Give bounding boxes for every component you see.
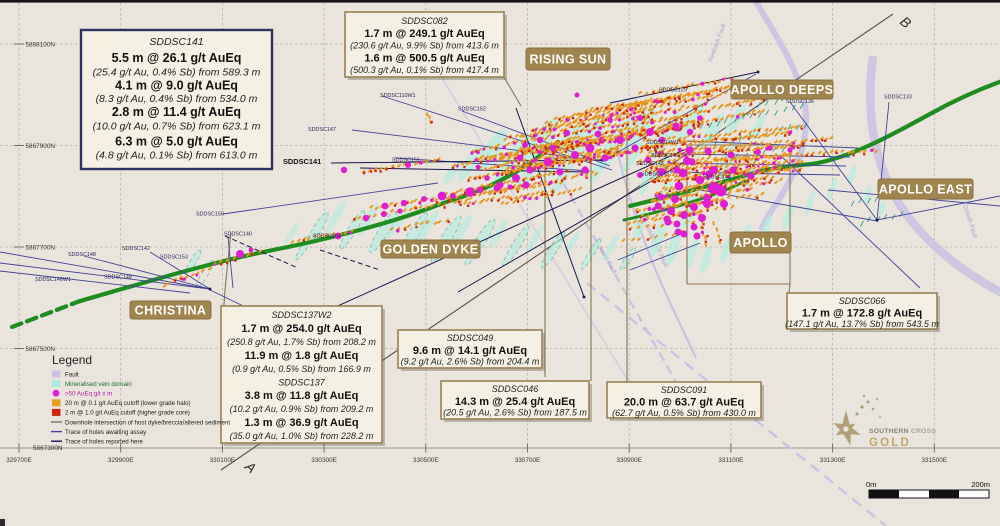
svg-text:330900E: 330900E — [616, 457, 642, 464]
svg-text:SDDSC140: SDDSC140 — [703, 175, 731, 181]
svg-text:2.8 m @ 11.4 g/t AuEq: 2.8 m @ 11.4 g/t AuEq — [112, 105, 241, 119]
svg-text:SDDSC149: SDDSC149 — [651, 153, 679, 159]
svg-text:(500.3 g/t Au, 0.1% Sb) from 4: (500.3 g/t Au, 0.1% Sb) from 417.4 m — [350, 65, 499, 75]
svg-text:331100E: 331100E — [718, 457, 743, 464]
svg-text:CHRISTINA: CHRISTINA — [135, 304, 207, 318]
svg-text:APOLLO DEEPS: APOLLO DEEPS — [731, 83, 834, 97]
svg-text:SOUTHERN CROSS: SOUTHERN CROSS — [869, 428, 936, 435]
svg-text:SDDSC150: SDDSC150 — [196, 212, 224, 218]
svg-text:SDDSC145: SDDSC145 — [636, 161, 664, 167]
svg-text:SDDSC046: SDDSC046 — [492, 384, 539, 394]
svg-text:(35.0 g/t Au, 1.0% Sb) from 22: (35.0 g/t Au, 1.0% Sb) from 228.2 m — [230, 431, 374, 441]
svg-text:5867700N: 5867700N — [26, 244, 56, 251]
svg-text:SDDSC153: SDDSC153 — [160, 255, 188, 261]
svg-text:SDDSC091: SDDSC091 — [661, 385, 708, 395]
svg-text:SDDSC148: SDDSC148 — [104, 275, 132, 281]
svg-text:APOLLO EAST: APOLLO EAST — [879, 183, 972, 197]
svg-text:4.1 m @ 9.0 g/t AuEq: 4.1 m @ 9.0 g/t AuEq — [115, 79, 238, 93]
svg-text:SDDSC137: SDDSC137 — [278, 378, 326, 388]
svg-text:1.3 m @ 36.9 g/t AuEq: 1.3 m @ 36.9 g/t AuEq — [244, 417, 358, 429]
svg-text:(250.8 g/t Au, 1.7% Sb) from 2: (250.8 g/t Au, 1.7% Sb) from 208.2 m — [227, 337, 376, 347]
svg-text:329700E: 329700E — [6, 457, 32, 464]
svg-text:SDDSC152: SDDSC152 — [458, 107, 486, 113]
svg-text:14.3 m @ 25.4 g/t AuEq: 14.3 m @ 25.4 g/t AuEq — [455, 396, 575, 408]
svg-text:SDDSC129: SDDSC129 — [659, 88, 687, 94]
svg-text:20.0 m @ 63.7 g/t AuEq: 20.0 m @ 63.7 g/t AuEq — [624, 397, 744, 409]
svg-text:329900E: 329900E — [108, 457, 134, 464]
svg-text:(20.5 g/t Au, 2.6% Sb) from 18: (20.5 g/t Au, 2.6% Sb) from 187.5 m — [443, 408, 587, 418]
svg-text:SDDSC148: SDDSC148 — [68, 252, 96, 258]
svg-text:SDDSC147: SDDSC147 — [308, 127, 336, 133]
svg-text:SDDSC142: SDDSC142 — [122, 246, 150, 252]
svg-text:Trace of holes reported here: Trace of holes reported here — [65, 439, 143, 446]
svg-text:GOLDEN DYKE: GOLDEN DYKE — [382, 243, 478, 257]
svg-text:Downhole intersection of host: Downhole intersection of host dyke/brecc… — [65, 419, 230, 426]
svg-text:5867500N: 5867500N — [26, 346, 56, 353]
svg-text:2 m @ 1.0 g/t AuEq cutoff (hig: 2 m @ 1.0 g/t AuEq cutoff (higher grade … — [65, 410, 190, 417]
svg-text:SDDSC082: SDDSC082 — [401, 16, 448, 26]
svg-text:5.5 m @ 26.1 g/t AuEq: 5.5 m @ 26.1 g/t AuEq — [112, 51, 242, 65]
svg-text:5868100N: 5868100N — [26, 41, 56, 48]
svg-text:1.7 m @ 172.8 g/t AuEq: 1.7 m @ 172.8 g/t AuEq — [802, 308, 922, 320]
svg-text:5867900N: 5867900N — [26, 143, 56, 150]
svg-text:SDDSC140: SDDSC140 — [224, 232, 252, 238]
svg-text:331500E: 331500E — [922, 457, 948, 464]
svg-text:SDDSC066: SDDSC066 — [839, 296, 886, 306]
svg-text:11.9 m @ 1.8 g/t AuEq: 11.9 m @ 1.8 g/t AuEq — [245, 350, 359, 362]
svg-text:SDDSC141: SDDSC141 — [283, 157, 321, 166]
svg-text:SDDSC14W1: SDDSC14W1 — [646, 140, 679, 146]
svg-text:331300E: 331300E — [820, 457, 846, 464]
svg-text:330100E: 330100E — [210, 457, 236, 464]
svg-text:(0.9 g/t Au, 0.5% Sb) from 166: (0.9 g/t Au, 0.5% Sb) from 166.9 m — [232, 364, 371, 374]
svg-text:SDDSC136: SDDSC136 — [786, 99, 814, 105]
svg-text:Mineralised vein domain: Mineralised vein domain — [65, 381, 132, 388]
svg-text:(10.0 g/t Au, 0.7% Sb) from 62: (10.0 g/t Au, 0.7% Sb) from 623.1 m — [93, 121, 261, 133]
svg-text:0m: 0m — [866, 480, 876, 489]
svg-text:20 m @ 0.1 g/t AuEq cutoff (lo: 20 m @ 0.1 g/t AuEq cutoff (lower grade … — [65, 400, 191, 407]
svg-text:5867300N: 5867300N — [33, 445, 63, 452]
svg-text:SDDSC133: SDDSC133 — [884, 95, 912, 101]
svg-text:1.6 m @ 500.5 g/t AuEq: 1.6 m @ 500.5 g/t AuEq — [364, 53, 484, 65]
svg-text:SDDSC143: SDDSC143 — [641, 172, 669, 178]
svg-text:Legend: Legend — [52, 353, 92, 367]
svg-text:GOLD: GOLD — [869, 437, 911, 449]
svg-text:SDDSC137W2: SDDSC137W2 — [271, 310, 331, 320]
svg-text:(147.1 g/t Au, 13.7% Sb) from: (147.1 g/t Au, 13.7% Sb) from 543.5 m — [785, 319, 939, 329]
svg-text:3.8 m @ 11.8 g/t AuEq: 3.8 m @ 11.8 g/t AuEq — [245, 390, 359, 402]
svg-text:1.7 m @ 254.0 g/t AuEq: 1.7 m @ 254.0 g/t AuEq — [241, 323, 361, 335]
svg-text:6.3 m @ 5.0 g/t AuEq: 6.3 m @ 5.0 g/t AuEq — [115, 135, 238, 149]
svg-text:(8.3 g/t Au, 0.4% Sb) from 534: (8.3 g/t Au, 0.4% Sb) from 534.0 m — [96, 93, 258, 105]
svg-text:SDDSC141: SDDSC141 — [149, 36, 203, 48]
svg-text:SDDSC146W1: SDDSC146W1 — [35, 277, 71, 283]
svg-text:(4.8 g/t Au, 0.1% Sb) from 613: (4.8 g/t Au, 0.1% Sb) from 613.0 m — [96, 150, 258, 162]
svg-text:Fault: Fault — [65, 371, 79, 378]
svg-text:330700E: 330700E — [515, 457, 541, 464]
svg-text:(10.2 g/t Au, 0.9% Sb) from 20: (10.2 g/t Au, 0.9% Sb) from 209.2 m — [230, 404, 374, 414]
svg-text:(62.7 g/t Au, 0.5% Sb) from 43: (62.7 g/t Au, 0.5% Sb) from 430.0 m — [612, 408, 756, 418]
svg-text:(25.4 g/t Au, 0.4% Sb) from 58: (25.4 g/t Au, 0.4% Sb) from 589.3 m — [93, 67, 261, 79]
svg-text:(9.2 g/t Au, 2.6% Sb) from 204: (9.2 g/t Au, 2.6% Sb) from 204.4 m — [401, 357, 540, 367]
svg-text:SDDSC049: SDDSC049 — [447, 333, 494, 343]
svg-text:200m: 200m — [971, 480, 990, 489]
svg-text:1.7 m @ 249.1 g/t AuEq: 1.7 m @ 249.1 g/t AuEq — [364, 28, 484, 40]
svg-text:9.6 m @ 14.1 g/t AuEq: 9.6 m @ 14.1 g/t AuEq — [413, 345, 527, 357]
svg-text:SDDSC151: SDDSC151 — [392, 158, 420, 164]
svg-text:330500E: 330500E — [413, 457, 439, 464]
svg-text:330300E: 330300E — [311, 457, 337, 464]
svg-text:Trace of holes awaiting assay: Trace of holes awaiting assay — [65, 429, 147, 436]
svg-text:SDDSC110W1: SDDSC110W1 — [380, 93, 416, 99]
svg-text:>50 AuEq g/t x m: >50 AuEq g/t x m — [65, 391, 112, 398]
svg-text:RISING SUN: RISING SUN — [530, 53, 607, 67]
svg-text:SDDSC154: SDDSC154 — [313, 234, 341, 240]
svg-text:(230.6 g/t Au, 9.9% Sb) from 4: (230.6 g/t Au, 9.9% Sb) from 413.6 m — [350, 41, 499, 51]
svg-text:APOLLO: APOLLO — [733, 236, 787, 250]
